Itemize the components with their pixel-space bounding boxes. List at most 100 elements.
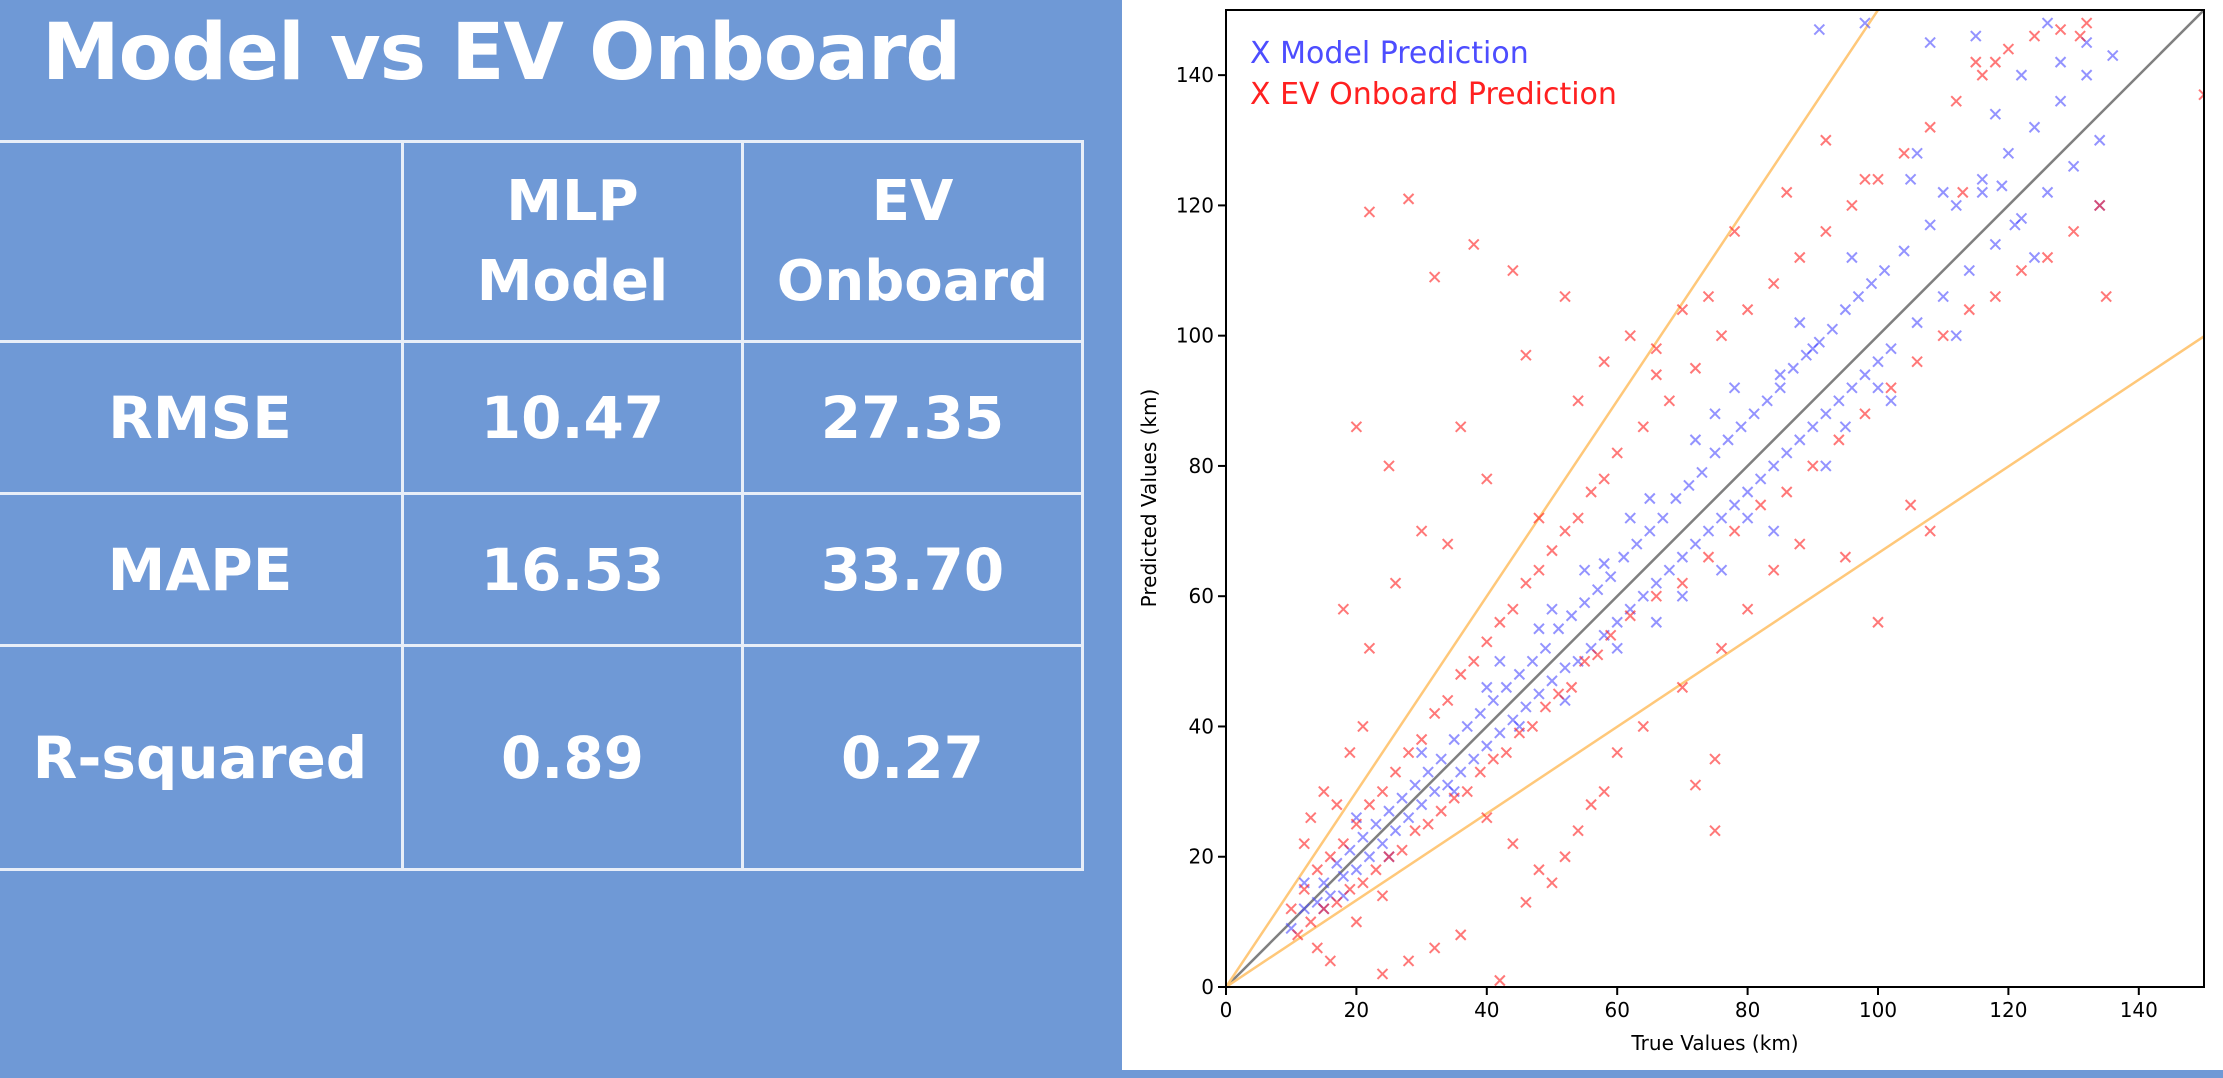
x-tick-label: 80 bbox=[1735, 998, 1760, 1022]
y-tick-label: 140 bbox=[1176, 63, 1214, 87]
ev-onboard-prediction-point bbox=[1520, 896, 1532, 909]
ev-onboard-prediction-point bbox=[1546, 877, 1558, 889]
ev-onboard-prediction-point bbox=[1363, 206, 1376, 218]
ev-onboard-prediction-point bbox=[1611, 746, 1623, 759]
model-prediction-point bbox=[1807, 342, 1819, 355]
slide-title: Model vs EV Onboard bbox=[42, 8, 961, 98]
ev-onboard-prediction-point bbox=[1715, 642, 1728, 655]
model-prediction-point bbox=[1494, 655, 1506, 668]
model-prediction-point bbox=[1689, 434, 1702, 446]
table-row: R-squared 0.89 0.27 bbox=[0, 644, 1084, 871]
y-tick-label: 20 bbox=[1189, 845, 1214, 869]
ev-onboard-prediction-point bbox=[2093, 199, 2106, 212]
model-prediction-point bbox=[1481, 740, 1493, 752]
ev-onboard-prediction-point bbox=[1455, 929, 1467, 941]
model-prediction-point bbox=[1702, 525, 1715, 537]
ev-onboard-prediction-point bbox=[1728, 225, 1741, 238]
model-prediction-point bbox=[1396, 792, 1408, 804]
model-prediction-point bbox=[1526, 655, 1539, 668]
ev-onboard-prediction-point bbox=[1585, 798, 1597, 811]
model-prediction-point bbox=[1363, 851, 1376, 863]
model-prediction-point bbox=[1402, 811, 1415, 824]
ev-onboard-prediction-point bbox=[1461, 785, 1473, 798]
ev-onboard-prediction-point bbox=[1702, 290, 1715, 303]
model-prediction-point bbox=[1885, 395, 1897, 407]
model-prediction-point bbox=[1644, 525, 1656, 537]
ev-onboard-prediction-point bbox=[1520, 349, 1532, 361]
model-prediction-point bbox=[2028, 121, 2041, 133]
ev-onboard-prediction-point bbox=[1441, 694, 1454, 707]
ev-onboard-prediction-point bbox=[1572, 512, 1584, 524]
model-prediction-point bbox=[1839, 421, 1852, 433]
model-prediction-point bbox=[1318, 877, 1330, 889]
ev-onboard-prediction-point bbox=[1396, 844, 1408, 856]
model-prediction-point bbox=[1591, 583, 1604, 596]
model-prediction-point bbox=[2028, 251, 2041, 264]
ev-onboard-prediction-point bbox=[1767, 564, 1780, 576]
ev-onboard-prediction-point bbox=[1415, 733, 1428, 746]
y-axis-label: Predicted Values (km) bbox=[1137, 389, 1161, 608]
ev-onboard-prediction-point bbox=[1311, 864, 1323, 876]
model-prediction-point bbox=[1937, 290, 1949, 303]
table-row: RMSE 10.47 27.35 bbox=[0, 340, 1084, 495]
ev-onboard-prediction-point bbox=[1781, 486, 1793, 498]
model-prediction-point bbox=[2093, 134, 2106, 146]
model-prediction-point bbox=[1337, 870, 1350, 882]
model-prediction-point bbox=[1604, 570, 1617, 583]
model-prediction-point bbox=[1865, 277, 1878, 290]
model-prediction-point bbox=[1715, 512, 1728, 524]
model-prediction-point bbox=[1722, 434, 1734, 446]
model-prediction-point bbox=[1298, 903, 1310, 915]
model-prediction-point bbox=[1846, 251, 1858, 264]
model-prediction-point bbox=[1859, 369, 1871, 381]
ev-value: 27.35 bbox=[741, 340, 1084, 495]
model-prediction-point bbox=[1370, 818, 1382, 830]
ev-onboard-prediction-point bbox=[1794, 251, 1806, 264]
ev-onboard-prediction-point bbox=[1344, 883, 1356, 896]
model-prediction-point bbox=[1735, 421, 1747, 433]
model-prediction-point bbox=[1885, 342, 1897, 355]
ev-onboard-prediction-point bbox=[1337, 603, 1350, 615]
model-prediction-point bbox=[1650, 616, 1663, 628]
model-prediction-point bbox=[1676, 590, 1689, 602]
model-prediction-point bbox=[1846, 382, 1858, 394]
model-prediction-point bbox=[1455, 766, 1467, 778]
ev-onboard-prediction-point bbox=[1357, 720, 1369, 733]
reference-line-0 bbox=[1226, 10, 2204, 987]
model-prediction-point bbox=[1826, 323, 1839, 335]
x-tick-label: 100 bbox=[1859, 998, 1897, 1022]
y-tick-label: 40 bbox=[1189, 714, 1214, 738]
model-prediction-point bbox=[1520, 701, 1532, 713]
model-prediction-point bbox=[2080, 69, 2093, 81]
model-prediction-point bbox=[1415, 746, 1428, 759]
ev-onboard-prediction-point bbox=[1481, 636, 1493, 648]
ev-onboard-prediction-point bbox=[1305, 811, 1317, 824]
mlp-value: 16.53 bbox=[401, 492, 744, 647]
model-prediction-point bbox=[1624, 512, 1636, 524]
model-prediction-point bbox=[1976, 173, 1989, 186]
ev-onboard-prediction-point bbox=[1507, 837, 1519, 850]
model-prediction-point bbox=[1709, 408, 1721, 420]
ev-onboard-prediction-point bbox=[1833, 434, 1845, 446]
ev-onboard-prediction-point bbox=[1911, 356, 1923, 368]
ev-onboard-prediction-point bbox=[1963, 303, 1975, 316]
x-tick-label: 140 bbox=[2120, 998, 2158, 1022]
model-prediction-point bbox=[1748, 408, 1760, 420]
model-prediction-point bbox=[1448, 733, 1460, 746]
model-prediction-point bbox=[1663, 564, 1676, 576]
model-prediction-point bbox=[1794, 434, 1806, 446]
model-prediction-point bbox=[1970, 30, 1982, 42]
ev-onboard-prediction-point bbox=[1559, 525, 1571, 537]
model-prediction-point bbox=[1872, 356, 1884, 368]
model-prediction-point bbox=[2002, 147, 2015, 160]
ev-onboard-prediction-point bbox=[1468, 655, 1480, 668]
model-prediction-point bbox=[1578, 564, 1591, 576]
model-prediction-point bbox=[1859, 17, 1871, 29]
ev-onboard-prediction-point bbox=[1676, 303, 1689, 316]
model-prediction-point bbox=[2041, 17, 2054, 29]
ev-onboard-prediction-point bbox=[2198, 88, 2204, 101]
ev-onboard-prediction-point bbox=[1455, 668, 1467, 681]
model-prediction-point bbox=[1774, 369, 1786, 381]
ev-onboard-prediction-point bbox=[1859, 173, 1871, 186]
model-prediction-point bbox=[1976, 186, 1989, 199]
